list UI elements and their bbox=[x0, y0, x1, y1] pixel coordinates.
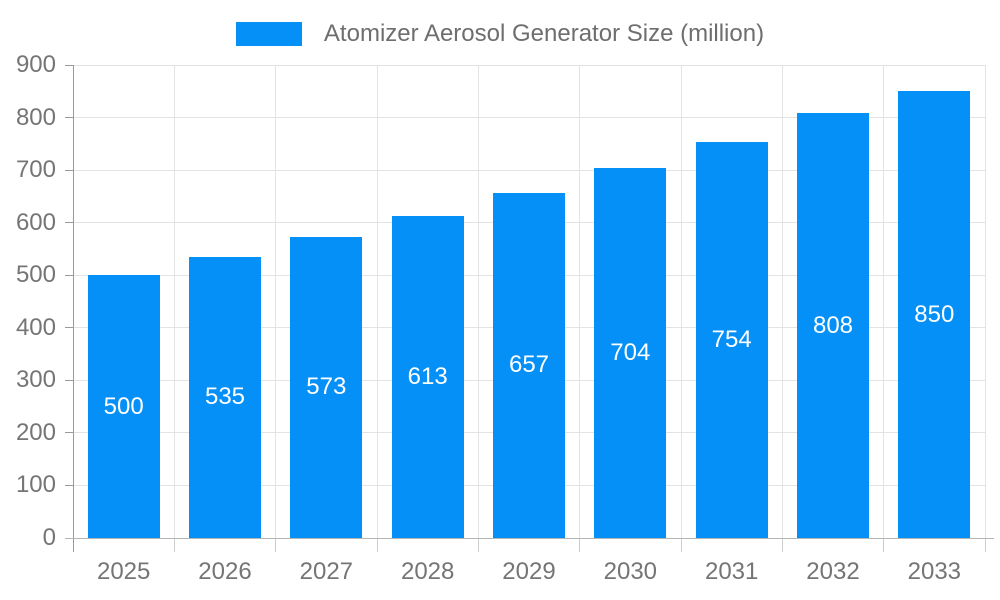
ytick-800 bbox=[65, 117, 73, 119]
bar-value-2030: 704 bbox=[610, 338, 651, 366]
gridline-x-2 bbox=[275, 65, 277, 538]
x-axis-label-2032: 2032 bbox=[806, 558, 860, 585]
bar-value-2027: 573 bbox=[306, 373, 347, 401]
xtick-8 bbox=[883, 538, 885, 552]
x-axis-label-2030: 2030 bbox=[603, 558, 658, 585]
gridline-y-800 bbox=[73, 117, 985, 119]
xtick-2 bbox=[275, 538, 277, 552]
y-axis-label-0: 0 bbox=[42, 524, 56, 551]
y-axis-label-400: 400 bbox=[15, 313, 56, 341]
bar-value-2028: 613 bbox=[407, 362, 448, 390]
xtick-4 bbox=[477, 538, 479, 552]
gridline-x-7 bbox=[781, 65, 783, 538]
x-axis-label-2029: 2029 bbox=[502, 558, 556, 585]
y-axis-label-100: 100 bbox=[15, 471, 56, 499]
bar-2031[interactable]: 754 bbox=[695, 141, 768, 538]
xtick-3 bbox=[376, 538, 378, 552]
ytick-300 bbox=[65, 379, 73, 381]
legend-label: Atomizer Aerosol Generator Size (million… bbox=[323, 20, 765, 47]
bar-value-2031: 754 bbox=[711, 325, 752, 353]
gridline-x-1 bbox=[173, 65, 175, 538]
x-axis-label-2026: 2026 bbox=[198, 558, 252, 585]
gridline-y-700 bbox=[73, 169, 985, 171]
bar-value-2029: 657 bbox=[508, 351, 550, 379]
bar-2029[interactable]: 657 bbox=[493, 192, 565, 538]
bar-value-2032: 808 bbox=[812, 311, 854, 339]
bar-2026[interactable]: 535 bbox=[189, 256, 261, 538]
ytick-100 bbox=[65, 484, 73, 486]
xtick-6 bbox=[680, 538, 682, 552]
bar-2027[interactable]: 573 bbox=[290, 236, 363, 538]
bar-value-2025: 500 bbox=[103, 392, 144, 420]
bar-2032[interactable]: 808 bbox=[797, 113, 869, 538]
gridline-x-9 bbox=[984, 65, 986, 538]
ytick-600 bbox=[65, 222, 73, 224]
y-axis-label-800: 800 bbox=[15, 103, 56, 131]
gridline-x-3 bbox=[376, 65, 378, 538]
y-axis-label-700: 700 bbox=[15, 156, 56, 184]
gridline-y-900 bbox=[73, 64, 985, 66]
y-axis-label-900: 900 bbox=[15, 51, 56, 78]
bar-2028[interactable]: 613 bbox=[391, 215, 464, 538]
y-axis-label-500: 500 bbox=[15, 261, 56, 289]
bar-2033[interactable]: 850 bbox=[898, 91, 971, 538]
bar-2030[interactable]: 704 bbox=[594, 168, 667, 538]
x-axis-label-2025: 2025 bbox=[96, 558, 151, 585]
y-axis-label-200: 200 bbox=[15, 418, 56, 446]
x-axis-line bbox=[65, 537, 994, 539]
ytick-500 bbox=[65, 274, 73, 276]
gridline-x-5 bbox=[579, 65, 581, 538]
x-axis-label-2027: 2027 bbox=[299, 558, 354, 585]
x-axis-label-2028: 2028 bbox=[400, 558, 455, 585]
xtick-5 bbox=[579, 538, 581, 552]
x-axis-label-2031: 2031 bbox=[704, 558, 759, 585]
ytick-700 bbox=[65, 169, 73, 171]
xtick-1 bbox=[173, 538, 175, 552]
ytick-900 bbox=[65, 64, 73, 66]
xtick-7 bbox=[781, 538, 783, 552]
y-axis-label-300: 300 bbox=[15, 366, 56, 394]
gridline-x-8 bbox=[883, 65, 885, 538]
ytick-400 bbox=[65, 327, 73, 329]
legend-item[interactable]: Atomizer Aerosol Generator Size (million… bbox=[0, 20, 1000, 48]
xtick-9 bbox=[984, 538, 986, 552]
bar-value-2026: 535 bbox=[204, 383, 246, 411]
bar-2025[interactable]: 500 bbox=[87, 275, 160, 538]
y-axis-line bbox=[72, 65, 74, 552]
y-axis-label-600: 600 bbox=[15, 208, 56, 236]
gridline-x-6 bbox=[680, 65, 682, 538]
legend-swatch bbox=[235, 22, 302, 46]
bar-value-2033: 850 bbox=[914, 300, 955, 328]
x-axis-label-2033: 2033 bbox=[907, 558, 962, 585]
ytick-200 bbox=[65, 432, 73, 434]
gridline-x-4 bbox=[477, 65, 479, 538]
